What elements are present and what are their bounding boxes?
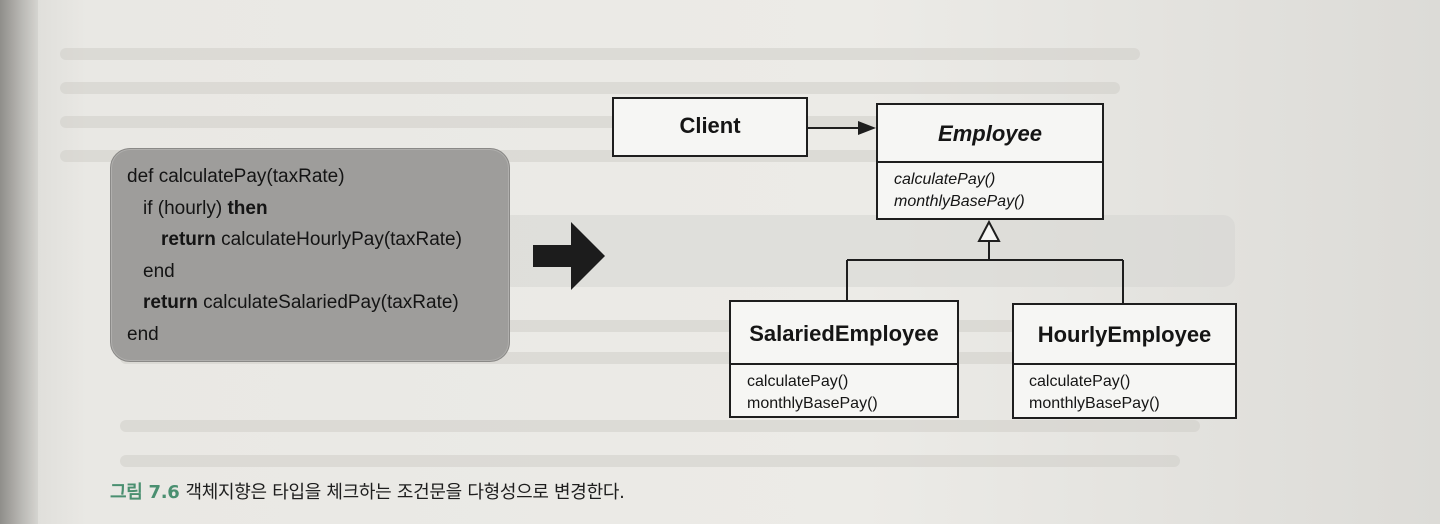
employee-class-name: Employee [878, 105, 1102, 163]
salaried-op: monthlyBasePay() [747, 395, 878, 412]
inheritance-triangle [977, 219, 1001, 242]
employee-op: calculatePay() [894, 171, 996, 188]
bleed-through-line [120, 455, 1180, 467]
employee-operations: calculatePay() monthlyBasePay() [878, 163, 1102, 213]
hourly-op: calculatePay() [1029, 373, 1131, 390]
code-line-2: if (hourly) then [143, 197, 268, 219]
salaried-employee-class-box: SalariedEmployee calculatePay() monthlyB… [729, 300, 959, 418]
bleed-through-line [120, 420, 1200, 432]
salaried-employee-class-name: SalariedEmployee [731, 302, 957, 365]
hourly-employee-class-box: HourlyEmployee calculatePay() monthlyBas… [1012, 303, 1237, 419]
association-arrowhead [858, 121, 876, 135]
book-spine-shadow [0, 0, 38, 524]
code-line-4: end [143, 260, 175, 282]
code-line-3: return calculateHourlyPay(taxRate) [161, 229, 462, 250]
employee-class-box: Employee calculatePay() monthlyBasePay() [876, 103, 1104, 220]
bleed-through-line [60, 116, 1100, 128]
code-line-1: def calculatePay(taxRate) [127, 166, 345, 187]
arrow-right-icon [533, 222, 605, 290]
bleed-through-line [60, 48, 1140, 60]
hourly-employee-class-name: HourlyEmployee [1014, 305, 1235, 365]
hourly-employee-operations: calculatePay() monthlyBasePay() [1014, 365, 1235, 415]
figure-caption-text: 객체지향은 타입을 체크하는 조건문을 다형성으로 변경한다. [185, 482, 625, 503]
code-line-5: return calculateSalariedPay(taxRate) [143, 292, 459, 313]
client-class-name: Client [679, 113, 741, 138]
code-block: def calculatePay(taxRate) if (hourly) th… [110, 148, 510, 362]
salaried-employee-operations: calculatePay() monthlyBasePay() [731, 365, 957, 415]
bleed-through-line [60, 82, 1120, 94]
figure-caption: 그림 7.6 객체지향은 타입을 체크하는 조건문을 다형성으로 변경한다. [110, 478, 625, 504]
hourly-op: monthlyBasePay() [1029, 395, 1160, 412]
salaried-op: calculatePay() [747, 373, 849, 390]
code-line-6: end [127, 323, 159, 345]
figure-number: 그림 7.6 [110, 482, 180, 503]
bleed-through-box [500, 215, 1235, 287]
employee-op: monthlyBasePay() [894, 193, 1025, 210]
client-class-box: Client [612, 97, 808, 157]
